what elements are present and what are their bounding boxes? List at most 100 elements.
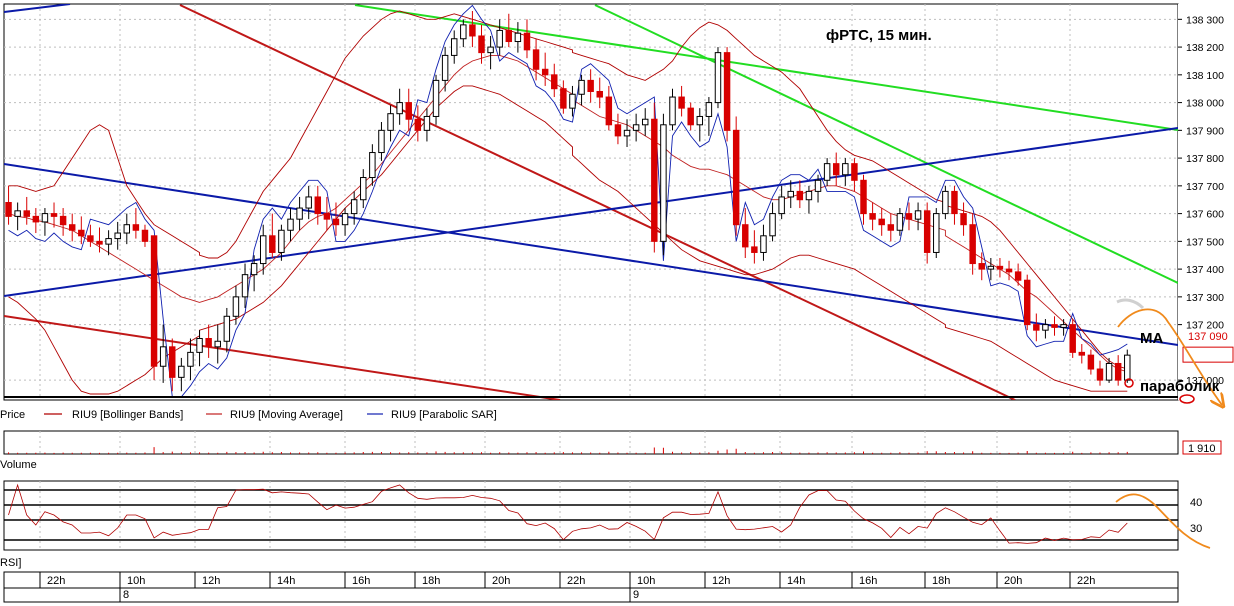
candle-body bbox=[223, 315, 231, 342]
price-axis-label: 138 300 bbox=[1186, 14, 1224, 26]
candle-body bbox=[360, 177, 367, 201]
candle-body bbox=[1069, 324, 1076, 353]
candle-body bbox=[414, 118, 422, 131]
volume-value: 1 910 bbox=[1188, 443, 1216, 455]
candle-body bbox=[78, 229, 85, 237]
candle-body bbox=[450, 38, 458, 56]
time-tick-label: 20h bbox=[492, 575, 510, 587]
candle-body bbox=[623, 129, 631, 137]
candle-body bbox=[942, 190, 949, 215]
volume-label: Volume bbox=[0, 459, 37, 471]
price-axis-label: 137 300 bbox=[1186, 292, 1224, 304]
ma-forecast-shadow bbox=[1116, 298, 1145, 310]
candle-body bbox=[132, 224, 140, 231]
candle-body bbox=[432, 79, 440, 117]
candle-body bbox=[169, 346, 176, 378]
candle-body bbox=[305, 196, 312, 209]
candle-body bbox=[778, 196, 785, 215]
candle-body bbox=[842, 163, 849, 176]
ma-forecast-arrow bbox=[1117, 308, 1222, 405]
candle-body bbox=[823, 163, 831, 181]
candle-body bbox=[923, 210, 931, 253]
candle-body bbox=[832, 163, 840, 176]
candle-body bbox=[960, 213, 967, 226]
candle-body bbox=[105, 238, 112, 245]
time-tick-label: 18h bbox=[932, 575, 950, 587]
candle-body bbox=[1033, 324, 1040, 331]
candle-body bbox=[587, 79, 594, 92]
price-axis-label: 137 500 bbox=[1186, 236, 1224, 248]
price-axis-label: 137 200 bbox=[1186, 320, 1224, 332]
legend-bollinger: RIU9 [Bollinger Bands] bbox=[72, 409, 183, 421]
candle-body bbox=[514, 32, 522, 43]
candle-body bbox=[214, 340, 221, 348]
rsi-level-30: 30 bbox=[1190, 523, 1202, 535]
candle-body bbox=[987, 265, 995, 270]
candle-body bbox=[141, 229, 149, 242]
legend-moving-average: RIU9 [Moving Average] bbox=[230, 409, 343, 421]
chart-title: фРТС, 15 мин. bbox=[826, 27, 932, 44]
rsi-level-40: 40 bbox=[1190, 497, 1202, 509]
volume-panel[interactable]: 1 910 Volume bbox=[0, 430, 1222, 471]
candle-body bbox=[933, 213, 940, 253]
candle-body bbox=[150, 235, 158, 367]
candle-body bbox=[696, 115, 704, 126]
candle-body bbox=[114, 232, 121, 240]
last-price-label: 137 090 bbox=[1188, 331, 1228, 343]
price-axis-label: 137 400 bbox=[1186, 264, 1224, 276]
candle-body bbox=[487, 46, 494, 54]
legend-parabolic-sar: RIU9 [Parabolic SAR] bbox=[391, 409, 497, 421]
candle-body bbox=[887, 224, 895, 231]
candle-body bbox=[814, 179, 822, 192]
candle-body bbox=[1087, 354, 1095, 370]
candle-body bbox=[296, 207, 303, 220]
time-tick-label: 18h bbox=[422, 575, 440, 587]
candle-body bbox=[732, 129, 740, 226]
time-tick-label: 10h bbox=[127, 575, 145, 587]
candle-body bbox=[641, 118, 649, 126]
rsi-forecast-arrow bbox=[1115, 493, 1211, 549]
rsi-label: RSI] bbox=[0, 557, 21, 569]
candle-body bbox=[851, 163, 858, 181]
candle-body bbox=[87, 235, 94, 242]
candle-body bbox=[196, 337, 203, 353]
candle-body bbox=[5, 202, 12, 217]
candle-body bbox=[1014, 271, 1022, 281]
candle-body bbox=[96, 240, 103, 245]
candle-body bbox=[1060, 324, 1067, 328]
candle-body bbox=[687, 107, 694, 126]
candle-body bbox=[178, 365, 185, 378]
sar-axis-circle bbox=[1179, 394, 1195, 404]
rsi-panel[interactable]: 40 30 RSI] bbox=[0, 480, 1202, 569]
trend-line bbox=[4, 163, 1178, 346]
candle-body bbox=[978, 263, 985, 270]
time-tick-label: 14h bbox=[277, 575, 295, 587]
candle-body bbox=[41, 213, 49, 223]
candle-body bbox=[951, 190, 958, 215]
candle-body bbox=[560, 88, 567, 109]
price-axis-label: 138 000 bbox=[1186, 98, 1224, 110]
candle-body bbox=[996, 265, 1004, 270]
candle-body bbox=[614, 124, 622, 137]
annotations: MA параболик bbox=[1115, 298, 1222, 549]
time-tick-label: 16h bbox=[352, 575, 370, 587]
volume-value-box bbox=[1182, 440, 1222, 455]
price-panel[interactable] bbox=[3, 3, 1179, 401]
candle-body bbox=[123, 224, 131, 234]
candle-body bbox=[751, 246, 758, 253]
candle-body bbox=[532, 49, 540, 70]
candle-body bbox=[369, 152, 376, 179]
trend-line bbox=[4, 4, 71, 13]
candle-body bbox=[769, 213, 776, 237]
candle-body bbox=[878, 218, 885, 226]
annotation-ma: MA bbox=[1140, 330, 1163, 347]
candle-body bbox=[1096, 368, 1104, 381]
candle-body bbox=[660, 124, 667, 242]
candle-body bbox=[551, 74, 558, 90]
legend-price: Price bbox=[0, 409, 25, 421]
price-axis-label: 137 800 bbox=[1186, 153, 1224, 165]
candle-body bbox=[541, 68, 549, 76]
candle-body bbox=[423, 115, 431, 131]
volume-bars bbox=[8, 447, 1128, 454]
candle-body bbox=[59, 215, 67, 226]
